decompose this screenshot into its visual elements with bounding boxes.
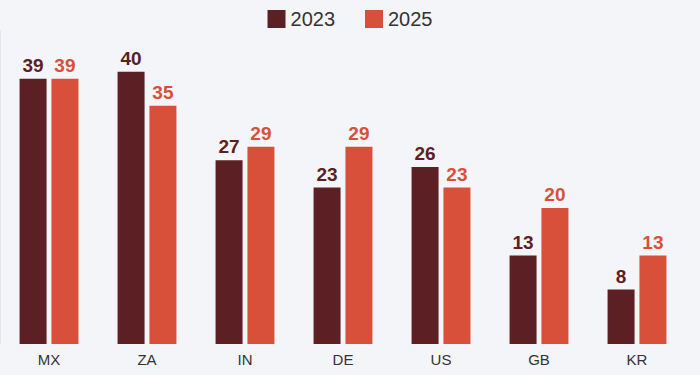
svg-text:23: 23 bbox=[446, 164, 467, 185]
svg-text:2025: 2025 bbox=[388, 8, 433, 30]
svg-text:23: 23 bbox=[316, 164, 337, 185]
svg-text:39: 39 bbox=[22, 55, 43, 76]
svg-text:13: 13 bbox=[512, 232, 533, 253]
svg-text:39: 39 bbox=[54, 55, 75, 76]
svg-text:GB: GB bbox=[528, 351, 550, 368]
svg-text:2023: 2023 bbox=[291, 8, 336, 30]
svg-text:20: 20 bbox=[544, 184, 565, 205]
svg-text:35: 35 bbox=[152, 82, 174, 103]
svg-text:29: 29 bbox=[348, 123, 369, 144]
svg-text:8: 8 bbox=[616, 266, 627, 287]
svg-text:27: 27 bbox=[218, 136, 239, 157]
svg-text:MX: MX bbox=[38, 351, 61, 368]
svg-text:26: 26 bbox=[414, 143, 435, 164]
svg-text:IN: IN bbox=[238, 351, 253, 368]
svg-text:40: 40 bbox=[120, 48, 141, 69]
svg-text:KR: KR bbox=[627, 351, 648, 368]
svg-text:DE: DE bbox=[333, 351, 354, 368]
svg-text:ZA: ZA bbox=[137, 351, 156, 368]
svg-text:13: 13 bbox=[642, 232, 663, 253]
svg-text:US: US bbox=[431, 351, 452, 368]
svg-text:29: 29 bbox=[250, 123, 271, 144]
